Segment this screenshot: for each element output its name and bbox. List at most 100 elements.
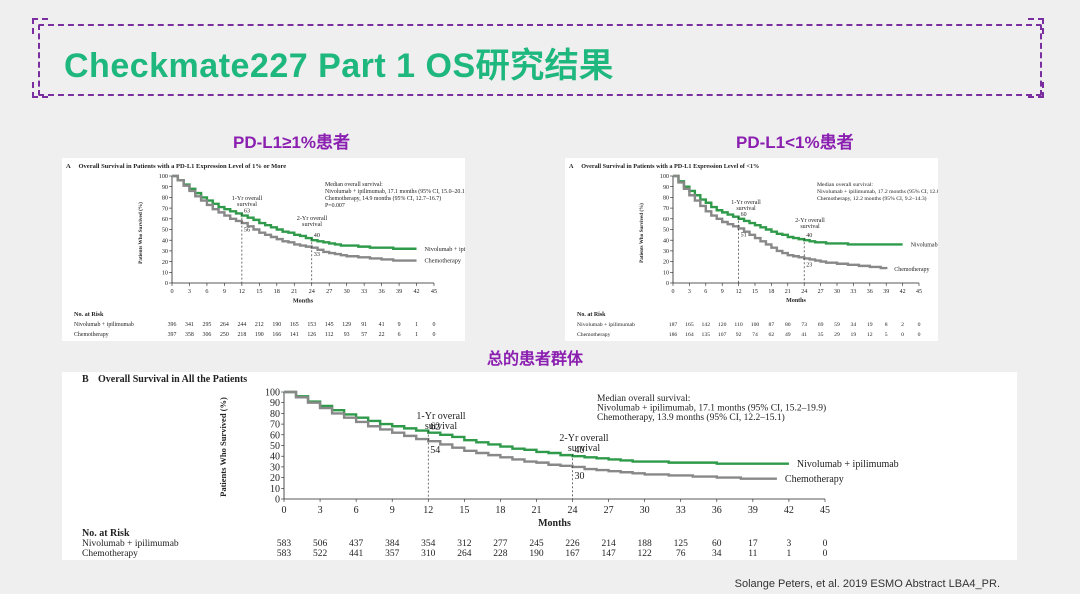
y-tick-label: 50: [270, 441, 280, 452]
milestone-value-chemotherapy: 33: [314, 251, 320, 258]
subtitle-all-patients: 总的患者群体: [487, 351, 584, 368]
at-risk-row-label: Chemotherapy: [577, 332, 611, 338]
at-risk-value: 186: [669, 332, 678, 338]
at-risk-value: 69: [818, 322, 824, 328]
at-risk-value: 190: [255, 332, 264, 338]
y-axis-title: Patients Who Survived (%): [638, 203, 645, 263]
at-risk-value: 0: [918, 322, 921, 328]
at-risk-value: 357: [385, 549, 400, 559]
at-risk-row-label: Nivolumab + ipilimumab: [82, 539, 179, 549]
x-tick-label: 18: [768, 289, 774, 295]
x-tick-label: 39: [748, 505, 758, 516]
at-risk-header: No. at Risk: [82, 528, 130, 539]
y-tick-label: 80: [162, 195, 168, 202]
at-risk-value: 3: [787, 539, 792, 549]
at-risk-value: 125: [674, 539, 689, 549]
median-os-annotation: Median overall survival:: [817, 182, 873, 188]
at-risk-value: 226: [565, 539, 580, 549]
at-risk-value: 41: [379, 322, 385, 328]
y-axis-title: Patients Who Survived (%): [137, 202, 144, 264]
x-tick-label: 33: [676, 505, 686, 516]
subtitle-pdl1-low: PD-L1<1%患者: [736, 133, 854, 152]
x-tick-label: 9: [223, 288, 226, 295]
x-tick-label: 42: [413, 288, 419, 295]
at-risk-value: 190: [272, 322, 281, 328]
median-os-annotation: Chemotherapy, 14.9 months (95% CI, 12.7–…: [325, 195, 441, 202]
at-risk-value: 49: [785, 332, 791, 338]
at-risk-value: 107: [718, 332, 727, 338]
corner-tr: [1028, 18, 1044, 34]
milestone-label: survival: [237, 201, 257, 208]
y-tick-label: 20: [162, 259, 168, 266]
y-tick-label: 10: [162, 269, 168, 276]
at-risk-value: 295: [203, 322, 212, 328]
at-risk-value: 22: [379, 332, 385, 338]
milestone-value-chemotherapy: 30: [575, 471, 585, 482]
at-risk-value: 358: [185, 332, 194, 338]
at-risk-value: 583: [277, 549, 292, 559]
at-risk-value: 1: [415, 332, 418, 338]
at-risk-value: 1: [415, 322, 418, 328]
survival-curve-chemotherapy: [172, 174, 417, 262]
median-os-annotation: Nivolumab + ipilimumab, 17.1 months (95%…: [325, 188, 465, 195]
at-risk-value: 166: [272, 332, 281, 338]
at-risk-value: 1: [787, 549, 792, 559]
milestone-label: survival: [736, 206, 756, 212]
x-tick-label: 6: [704, 289, 707, 295]
at-risk-value: 214: [601, 539, 616, 549]
slide-title: Checkmate227 Part 1 OS研究结果: [64, 47, 614, 85]
x-tick-label: 9: [721, 289, 724, 295]
series-label: Nivolumab + ipilimumab: [425, 246, 465, 253]
y-tick-label: 40: [270, 452, 280, 463]
at-risk-row-label: Chemotherapy: [82, 549, 138, 559]
at-risk-value: 0: [901, 332, 904, 338]
at-risk-value: 93: [344, 332, 350, 338]
at-risk-value: 122: [638, 549, 653, 559]
x-tick-label: 42: [784, 505, 794, 516]
y-tick-label: 100: [660, 174, 669, 180]
x-tick-label: 36: [712, 505, 722, 516]
survival-curve-nivolumab-ipilimumab: [284, 390, 789, 465]
at-risk-value: 264: [457, 549, 472, 559]
at-risk-value: 74: [752, 332, 758, 338]
survival-curve-nivolumab-ipilimumab: [172, 174, 417, 250]
milestone-value-chemotherapy: 56: [244, 226, 250, 233]
x-axis-title: Months: [293, 297, 314, 304]
milestone-value-chemotherapy: 54: [430, 445, 440, 456]
milestone-value-chemotherapy: 23: [806, 262, 812, 268]
milestone-value-nivolumab: 40: [806, 233, 812, 239]
at-risk-value: 0: [823, 549, 828, 559]
at-risk-value: 218: [237, 332, 246, 338]
at-risk-value: 6: [398, 332, 401, 338]
y-tick-label: 70: [162, 205, 168, 212]
milestone-label: 2-Yr overall: [297, 215, 328, 222]
x-tick-label: 0: [672, 289, 675, 295]
at-risk-value: 164: [685, 332, 694, 338]
at-risk-row-label: Nivolumab + ipilimumab: [577, 322, 635, 328]
y-tick-label: 0: [666, 281, 669, 287]
x-tick-label: 9: [390, 505, 395, 516]
series-label: Chemotherapy: [894, 267, 929, 273]
milestone-value-nivolumab: 40: [314, 232, 320, 239]
y-tick-label: 60: [270, 430, 280, 441]
at-risk-value: 188: [638, 539, 653, 549]
title-box: [38, 24, 1042, 96]
milestone-value-nivolumab: 62: [430, 422, 440, 433]
x-tick-label: 24: [568, 505, 578, 516]
at-risk-header: No. at Risk: [74, 311, 104, 318]
panel-label: A: [569, 163, 574, 170]
at-risk-value: 190: [529, 549, 544, 559]
at-risk-value: 384: [385, 539, 400, 549]
y-tick-label: 10: [663, 270, 669, 276]
chart-all-patients: B Overall Survival in All the Patients010…: [82, 374, 899, 559]
median-os-annotation: Nivolumab + ipilimumab, 17.1 months (95%…: [597, 403, 826, 414]
survival-curve-chemotherapy: [673, 174, 888, 270]
y-axis-title: Patients Who Survived (%): [218, 397, 228, 497]
x-tick-label: 3: [188, 288, 191, 295]
milestone-label: survival: [800, 224, 820, 230]
survival-curve-nivolumab-ipilimumab: [673, 174, 903, 246]
x-tick-label: 33: [361, 288, 367, 295]
milestone-label: 2-Yr overall: [559, 433, 608, 444]
x-tick-label: 12: [736, 289, 742, 295]
at-risk-value: 165: [685, 322, 694, 328]
